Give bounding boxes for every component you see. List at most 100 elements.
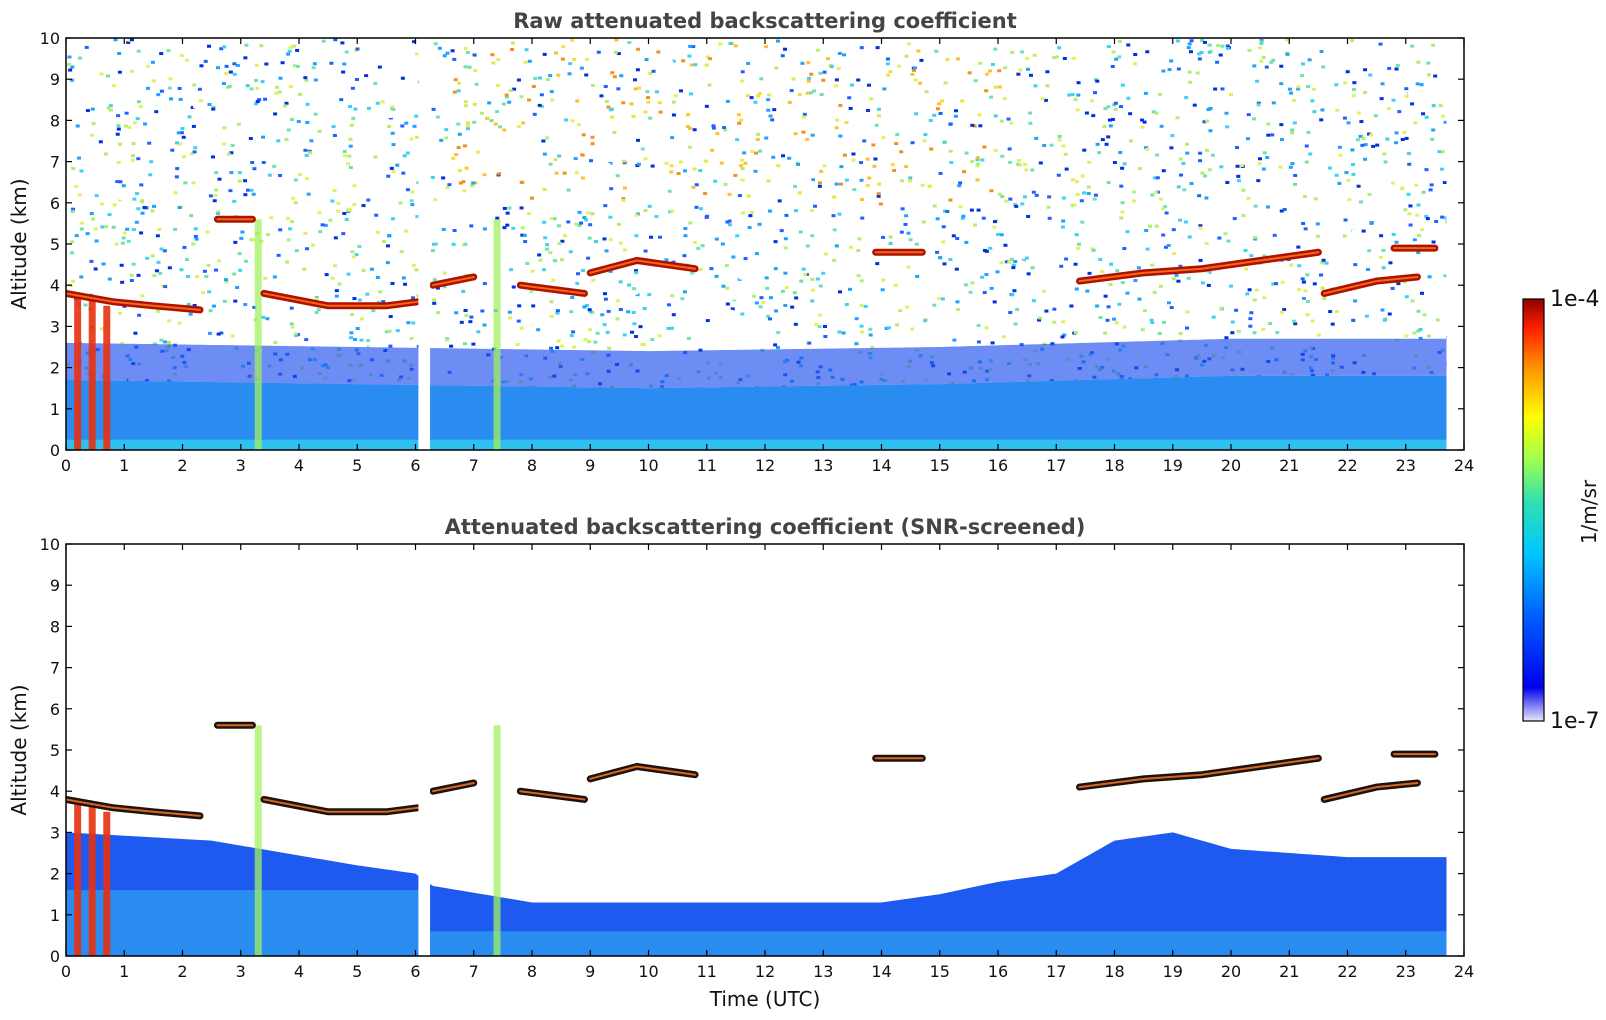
noise-pixel (1328, 310, 1333, 314)
noise-pixel (704, 63, 709, 67)
noise-pixel (175, 141, 180, 145)
noise-pixel (848, 55, 853, 59)
noise-pixel (945, 210, 950, 214)
noise-pixel (1282, 208, 1287, 212)
noise-pixel (113, 38, 118, 42)
noise-pixel (1107, 118, 1112, 122)
noise-pixel (99, 202, 104, 206)
noise-pixel (647, 293, 652, 297)
noise-pixel (453, 296, 458, 300)
noise-pixel (608, 269, 613, 273)
noise-pixel (273, 306, 278, 310)
noise-pixel (214, 268, 219, 272)
noise-pixel (415, 52, 420, 56)
noise-pixel (375, 101, 380, 105)
noise-pixel (348, 166, 353, 170)
noise-pixel (949, 160, 954, 164)
noise-pixel (1381, 266, 1386, 270)
noise-pixel (817, 313, 822, 317)
noise-pixel (798, 230, 803, 234)
noise-pixel (278, 76, 283, 80)
noise-pixel (502, 226, 507, 230)
noise-pixel (644, 58, 649, 62)
noise-pixel (657, 334, 662, 338)
noise-pixel (502, 206, 507, 210)
noise-pixel (1296, 85, 1301, 89)
noise-pixel (280, 43, 285, 47)
noise-pixel (469, 224, 474, 228)
noise-pixel (248, 136, 253, 140)
noise-pixel (623, 186, 628, 190)
noise-pixel (352, 297, 357, 301)
noise-pixel (571, 302, 576, 306)
noise-pixel (410, 203, 415, 207)
noise-pixel (117, 70, 122, 74)
noise-pixel (948, 258, 953, 262)
noise-pixel (1183, 220, 1188, 224)
noise-pixel (116, 127, 121, 131)
noise-pixel (90, 107, 95, 111)
noise-pixel (1155, 190, 1160, 194)
noise-pixel (217, 177, 222, 181)
noise-pixel (822, 70, 827, 74)
noise-pixel (207, 103, 212, 107)
noise-pixel (1269, 60, 1274, 64)
noise-pixel (742, 151, 747, 155)
noise-pixel (796, 162, 801, 166)
noise-pixel (636, 47, 641, 51)
noise-pixel (354, 77, 359, 81)
noise-pixel (73, 87, 78, 91)
noise-pixel (304, 338, 309, 342)
noise-pixel (678, 160, 683, 164)
noise-pixel (1200, 38, 1205, 42)
noise-pixel (125, 227, 130, 231)
x-tick-label: 9 (585, 456, 595, 475)
noise-pixel (342, 62, 347, 66)
noise-pixel (834, 182, 839, 186)
noise-pixel (1315, 234, 1320, 238)
noise-pixel (593, 86, 598, 90)
noise-pixel (411, 296, 416, 300)
noise-pixel (303, 231, 308, 235)
noise-pixel (908, 179, 913, 183)
noise-pixel (91, 121, 96, 125)
noise-pixel (456, 122, 461, 126)
noise-pixel (779, 229, 784, 233)
noise-pixel (364, 74, 369, 78)
noise-pixel (130, 154, 135, 158)
noise-pixel (1373, 114, 1378, 118)
noise-pixel (832, 258, 837, 262)
noise-pixel (140, 211, 145, 215)
noise-pixel (123, 124, 128, 128)
noise-pixel (842, 153, 847, 157)
noise-pixel (608, 238, 613, 242)
noise-pixel (366, 338, 371, 342)
noise-pixel (793, 132, 798, 136)
noise-pixel (626, 310, 631, 314)
noise-pixel (805, 244, 810, 248)
x-tick-label: 0 (61, 962, 71, 981)
noise-pixel (870, 345, 875, 349)
noise-pixel (910, 269, 915, 273)
noise-pixel (243, 56, 248, 60)
y-tick-label: 9 (50, 70, 60, 89)
noise-pixel (1113, 107, 1118, 111)
noise-pixel (292, 64, 297, 68)
noise-pixel (906, 231, 911, 235)
noise-pixel (955, 300, 960, 304)
noise-pixel (1327, 235, 1332, 239)
noise-pixel (68, 68, 73, 72)
x-tick-label: 24 (1454, 962, 1474, 981)
bottom-y-axis-label: Altitude (km) (7, 684, 31, 815)
noise-pixel (1306, 130, 1311, 134)
x-tick-label: 16 (988, 456, 1008, 475)
noise-pixel (1377, 194, 1382, 198)
noise-pixel (75, 124, 80, 128)
noise-pixel (1424, 168, 1429, 172)
noise-pixel (1120, 166, 1125, 170)
noise-pixel (1305, 313, 1310, 317)
noise-pixel (458, 181, 463, 185)
noise-pixel (321, 39, 326, 43)
noise-pixel (831, 214, 836, 218)
noise-pixel (1062, 333, 1067, 337)
